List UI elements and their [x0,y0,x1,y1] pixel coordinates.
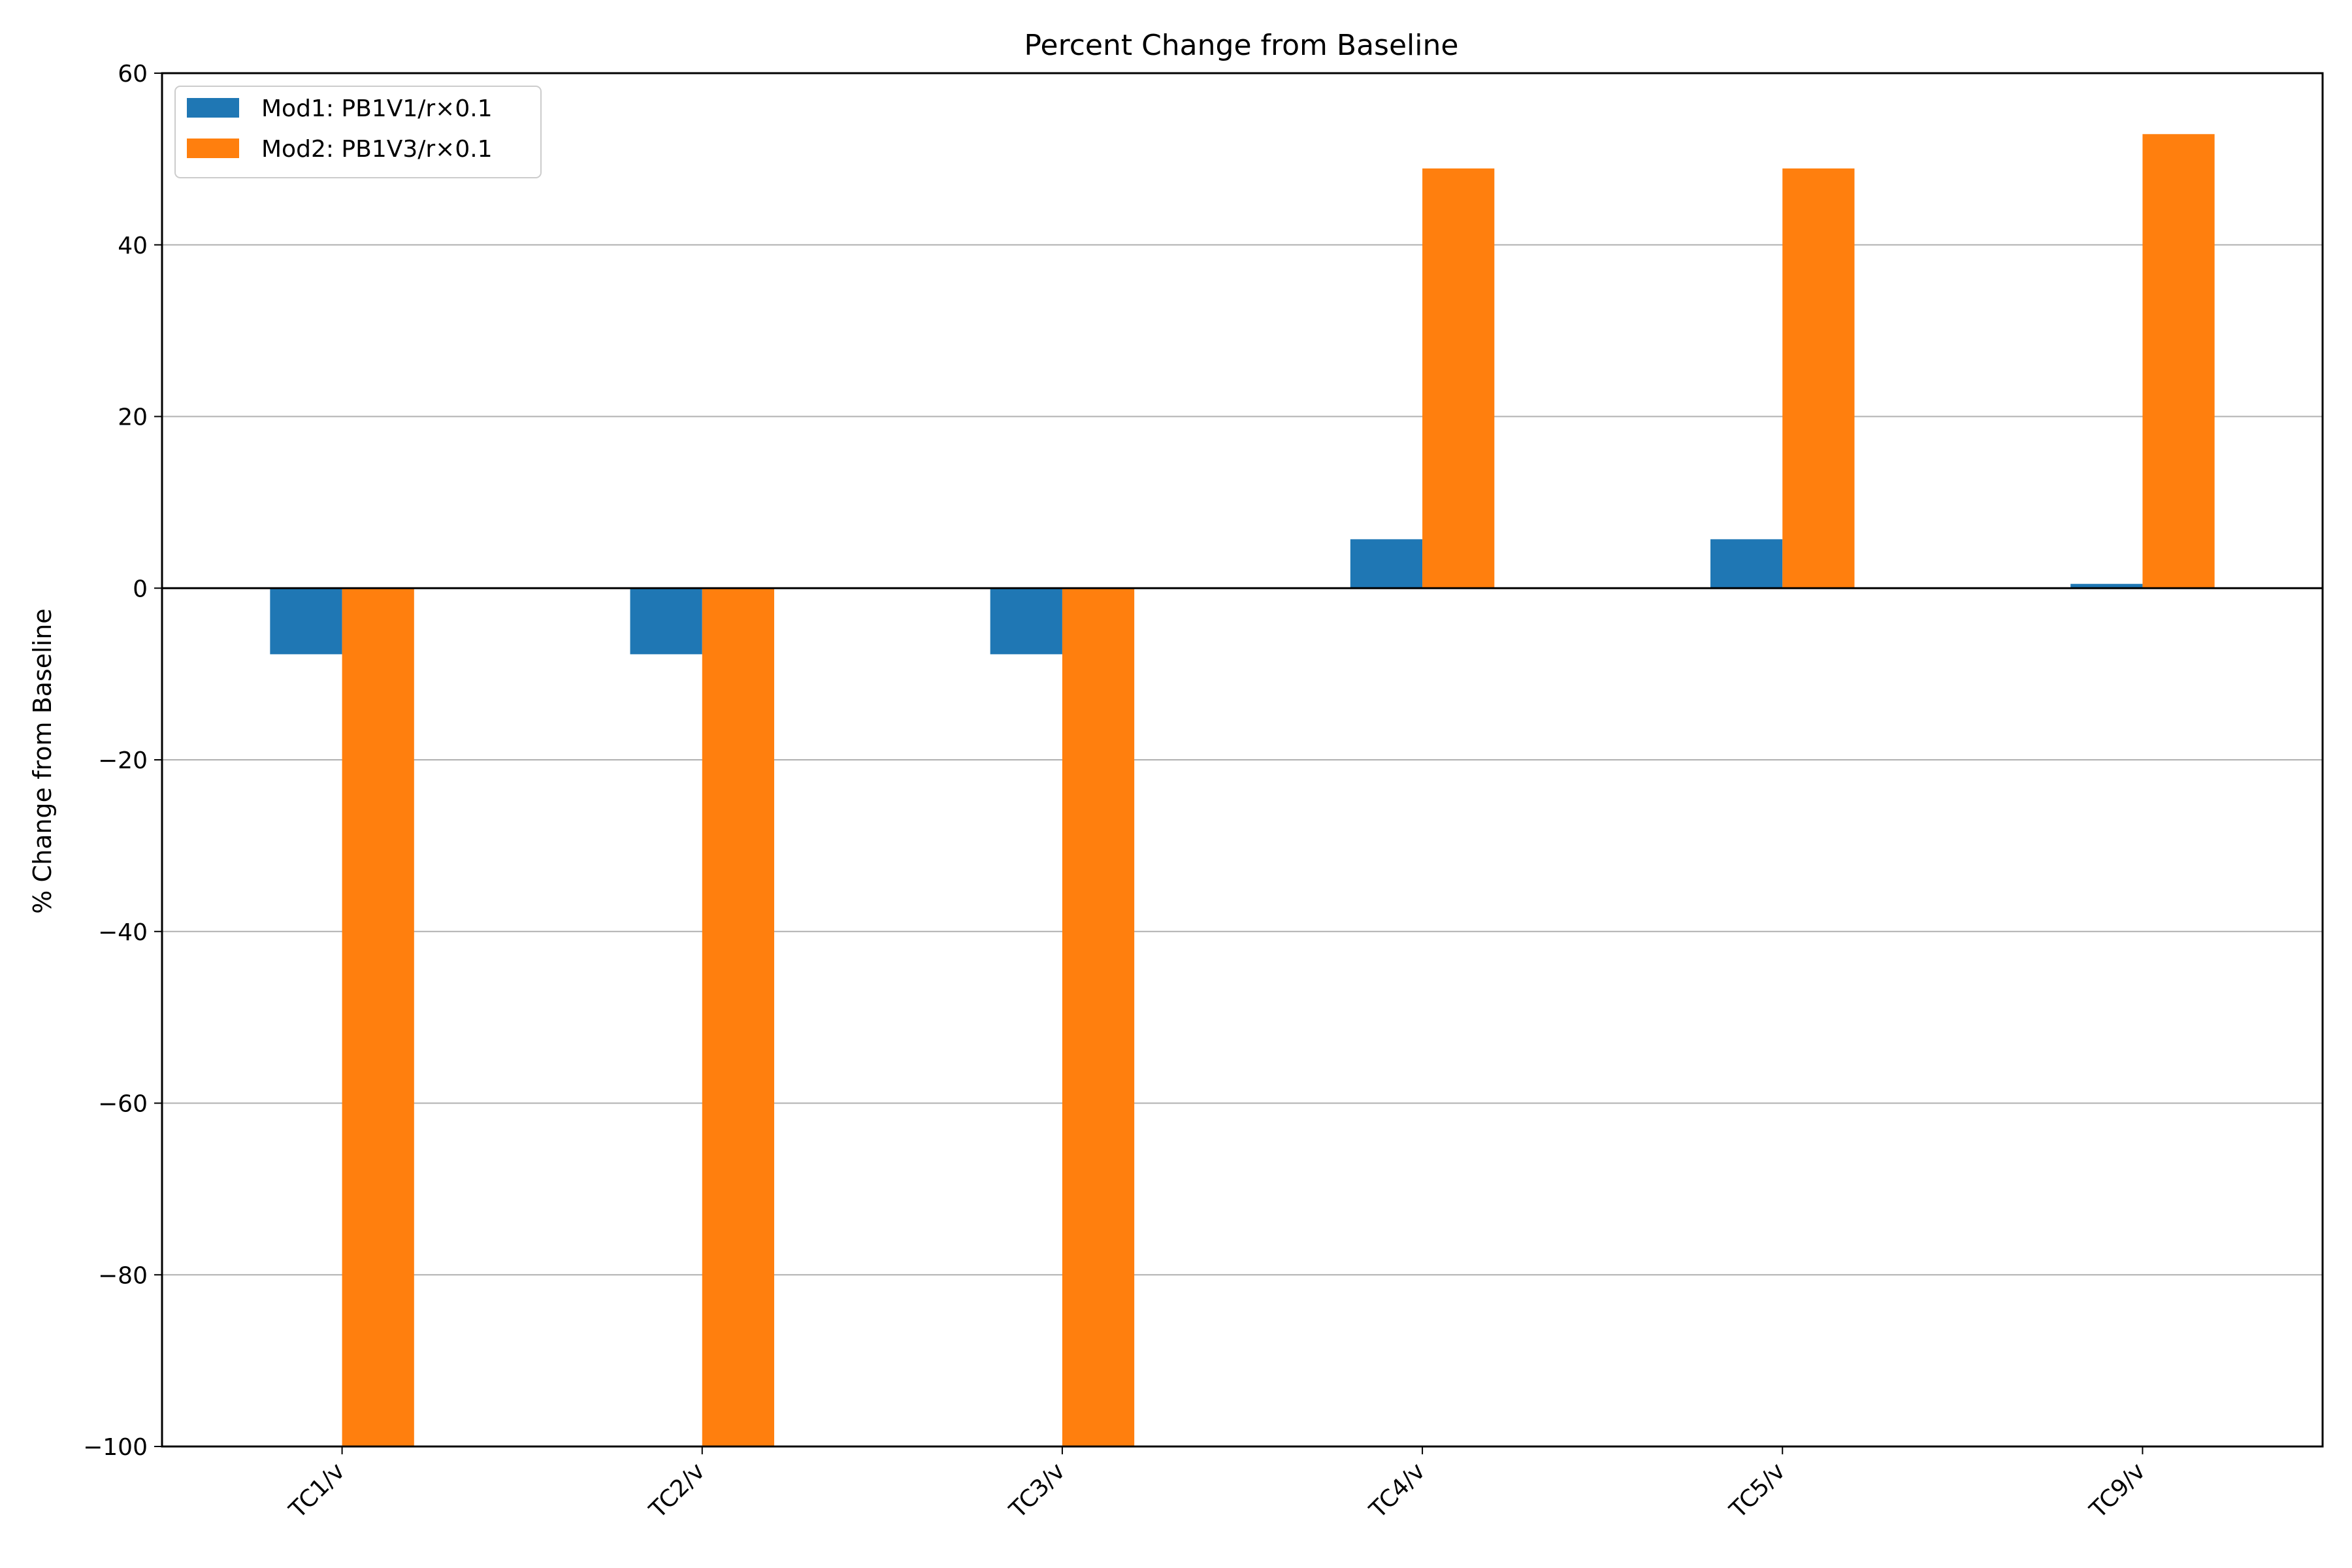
y-tick-label: −60 [98,1091,148,1118]
x-tick-label: TC1/v [284,1458,350,1524]
legend-swatch [187,139,239,158]
legend-swatch [187,98,239,118]
legend-box [174,86,542,178]
y-tick-label: 20 [118,404,148,431]
bar [270,588,342,655]
bar [630,588,702,655]
bar [990,588,1062,655]
x-tick-label: TC9/v [2084,1458,2150,1524]
y-tick-label: −80 [98,1262,148,1289]
chart-title: Percent Change from Baseline [1024,29,1459,62]
y-axis-ticks: −100 −80 −60 −40 −20 0 20 40 60 [83,61,162,1461]
y-tick-label: 60 [118,61,148,88]
y-tick-label: −40 [98,919,148,946]
legend: Mod1: PB1V1/r×0.1 Mod2: PB1V3/r×0.1 [174,86,542,178]
bar [342,588,414,1446]
bar [1422,168,1495,589]
y-tick-label: −20 [98,747,148,774]
bar [702,588,774,1446]
bar [1710,539,1783,589]
legend-label: Mod1: PB1V1/r×0.1 [261,95,493,122]
bar [2142,134,2215,589]
y-tick-label: 0 [133,576,148,602]
bars [270,134,2215,1446]
bar [2070,583,2143,589]
x-tick-label: TC2/v [644,1458,710,1524]
y-tick-label: 40 [118,233,148,259]
bar [1782,168,1855,589]
bar [1062,588,1135,1446]
legend-label: Mod2: PB1V3/r×0.1 [261,136,493,163]
y-axis-label: % Change from Baseline [28,608,57,913]
bar [1350,539,1423,589]
x-tick-label: TC5/v [1724,1458,1790,1524]
x-tick-label: TC3/v [1004,1458,1070,1524]
y-tick-label: −100 [83,1434,148,1461]
x-axis-ticks: TC1/v TC2/v TC3/v TC4/v TC5/v TC9/v [284,1446,2151,1524]
gridlines [162,244,2323,1276]
x-tick-label: TC4/v [1364,1458,1430,1524]
